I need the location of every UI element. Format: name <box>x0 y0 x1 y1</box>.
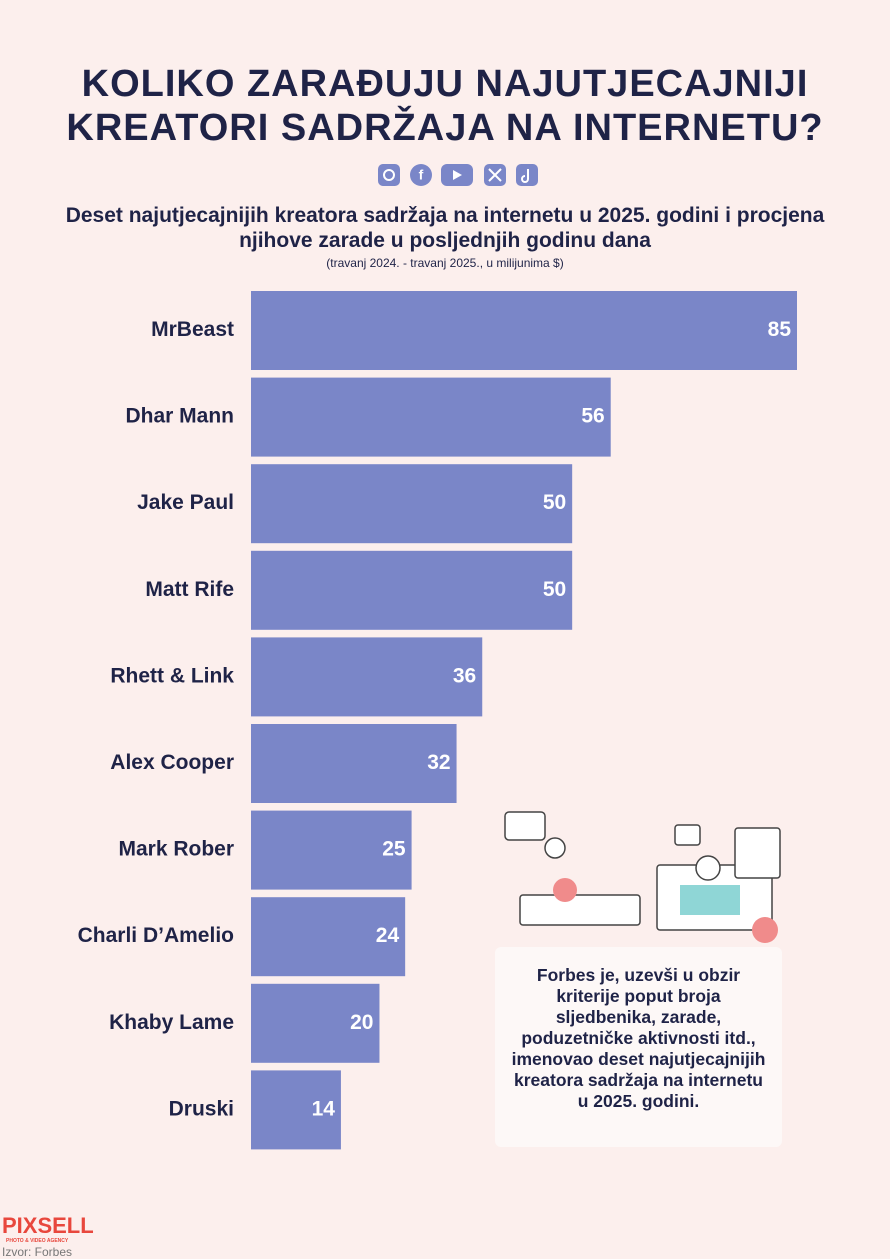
category-label: Mark Rober <box>118 838 234 861</box>
bar <box>251 810 412 890</box>
value-label: 14 <box>312 1097 336 1120</box>
category-label: Matt Rife <box>145 578 234 601</box>
bar <box>251 550 573 630</box>
value-label: 56 <box>581 405 604 428</box>
bar <box>251 377 611 457</box>
category-label: MrBeast <box>151 318 234 341</box>
bar <box>251 464 573 544</box>
value-label: 50 <box>543 578 566 601</box>
title: KOLIKO ZARAĐUJU NAJUTJECAJNIJI KREATORI … <box>66 63 824 149</box>
category-label: Rhett & Link <box>110 664 234 687</box>
source: Izvor: Forbes <box>2 1245 73 1259</box>
category-label: Khaby Lame <box>109 1011 234 1034</box>
value-label: 24 <box>376 924 400 947</box>
value-label: 85 <box>768 318 792 341</box>
bar <box>251 983 380 1063</box>
value-label: 36 <box>453 664 476 687</box>
category-label: Charli D’Amelio <box>78 924 234 947</box>
bar <box>251 637 483 717</box>
logo: PIXSELL <box>2 1213 94 1238</box>
value-label: 50 <box>543 491 566 514</box>
logo-tagline: PHOTO & VIDEO AGENCY <box>6 1238 69 1244</box>
bar <box>251 1070 341 1150</box>
category-label: Dhar Mann <box>125 405 234 428</box>
social-icons: f <box>378 164 538 186</box>
category-label: Druski <box>169 1097 234 1120</box>
bar <box>251 724 457 803</box>
value-label: 32 <box>427 751 450 774</box>
value-label: 25 <box>382 838 406 861</box>
category-label: Alex Cooper <box>110 751 234 774</box>
svg-text:f: f <box>419 167 424 183</box>
note: (travanj 2024. - travanj 2025., u miliju… <box>326 256 564 270</box>
annotation: Forbes je, uzevši u obzir kriterije popu… <box>495 947 782 1147</box>
bar <box>251 897 406 977</box>
illustration <box>504 811 781 943</box>
category-label: Jake Paul <box>137 491 234 514</box>
subtitle: Deset najutjecajnijih kreatora sadržaja … <box>65 204 825 252</box>
bar <box>251 291 797 370</box>
value-label: 20 <box>350 1011 373 1034</box>
